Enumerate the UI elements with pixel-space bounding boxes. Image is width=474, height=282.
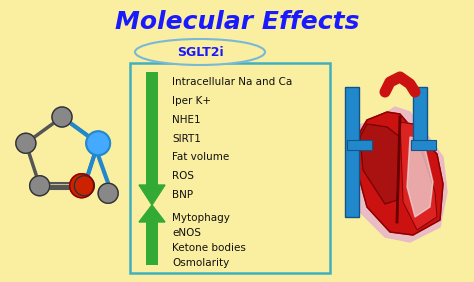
Text: Molecular Effects: Molecular Effects [115, 10, 359, 34]
FancyBboxPatch shape [347, 140, 372, 150]
Text: eNOS: eNOS [172, 228, 201, 238]
Circle shape [74, 176, 94, 196]
Circle shape [98, 183, 118, 203]
Text: Fat volume: Fat volume [172, 152, 229, 162]
Circle shape [86, 131, 110, 155]
Text: BNP: BNP [172, 190, 193, 200]
Polygon shape [407, 137, 433, 217]
Text: SIRT1: SIRT1 [172, 133, 201, 144]
FancyBboxPatch shape [413, 87, 427, 147]
Text: ROS: ROS [172, 171, 194, 181]
Polygon shape [139, 185, 165, 205]
Text: Osmolarity: Osmolarity [172, 258, 229, 268]
FancyBboxPatch shape [345, 87, 359, 217]
Text: SGLT2i: SGLT2i [177, 45, 223, 58]
Text: Iper K+: Iper K+ [172, 96, 211, 106]
Text: NHE1: NHE1 [172, 115, 201, 125]
Polygon shape [400, 122, 437, 230]
Polygon shape [357, 112, 443, 235]
Circle shape [70, 174, 94, 198]
Text: Intracellular Na and Ca: Intracellular Na and Ca [172, 77, 292, 87]
FancyBboxPatch shape [146, 220, 158, 265]
Polygon shape [350, 107, 447, 242]
FancyBboxPatch shape [130, 63, 330, 273]
FancyBboxPatch shape [146, 72, 158, 187]
Ellipse shape [135, 39, 265, 65]
Circle shape [30, 176, 50, 196]
Text: Mytophagy: Mytophagy [172, 213, 230, 223]
Circle shape [16, 133, 36, 153]
Polygon shape [360, 124, 400, 204]
Circle shape [52, 107, 72, 127]
FancyBboxPatch shape [411, 140, 436, 150]
Text: Ketone bodies: Ketone bodies [172, 243, 246, 253]
Polygon shape [139, 205, 165, 222]
